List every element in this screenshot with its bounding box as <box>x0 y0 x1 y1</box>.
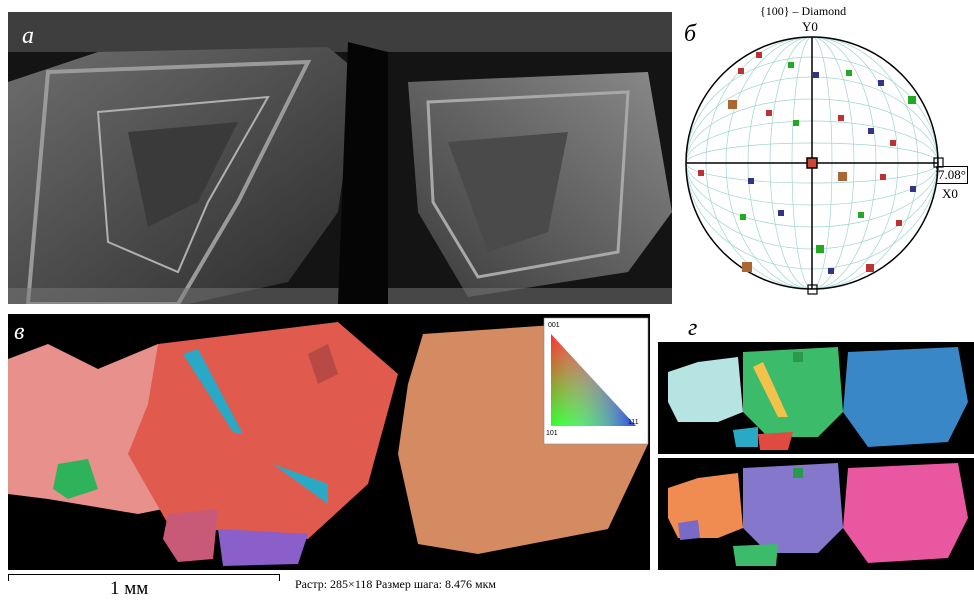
panel-a-micrograph: а <box>8 12 672 304</box>
pole-markers <box>698 52 916 274</box>
ipf-key-101: 101 <box>546 430 558 437</box>
grain-teal-2 <box>273 464 328 504</box>
raster-info: Растр: 285×118 Размер шага: 8.476 мкм <box>295 577 497 591</box>
grain-teal-1 <box>183 349 243 434</box>
grain-red <box>128 322 398 539</box>
pole-figure-x-axis-label: X0 <box>942 186 958 201</box>
panel-g-bottom-map <box>658 458 974 570</box>
pole-figure-y-axis-label: Y0 <box>802 19 818 34</box>
ipf-key-001: 001 <box>548 322 560 329</box>
micrograph-image <box>8 12 672 304</box>
pole-figure-angle-label: 7.08° <box>936 166 968 184</box>
panel-g-top-map <box>658 342 974 454</box>
pole-figure-plot <box>685 36 944 295</box>
scale-bar <box>8 574 280 581</box>
panel-v-orientation-map: в 001 101 111 <box>8 314 650 570</box>
grain-green <box>53 459 98 499</box>
scale-bar-label: 1 мм <box>110 578 149 599</box>
pole-figure-title: {100} – Diamond <box>760 4 847 18</box>
panel-b-pole-figure: б {100} – Diamond Y0 X0 7.08° <box>678 0 974 305</box>
segmentation-map-bottom <box>668 463 968 566</box>
segmentation-map-top <box>668 347 968 450</box>
ipf-key-111: 111 <box>628 419 639 426</box>
panel-b-label: б <box>684 21 697 47</box>
panel-a-label: а <box>22 23 34 49</box>
grain-purple <box>218 529 308 566</box>
orientation-map-image <box>8 317 649 566</box>
panel-g-label: г <box>688 315 698 341</box>
panel-v-label: в <box>14 319 25 345</box>
